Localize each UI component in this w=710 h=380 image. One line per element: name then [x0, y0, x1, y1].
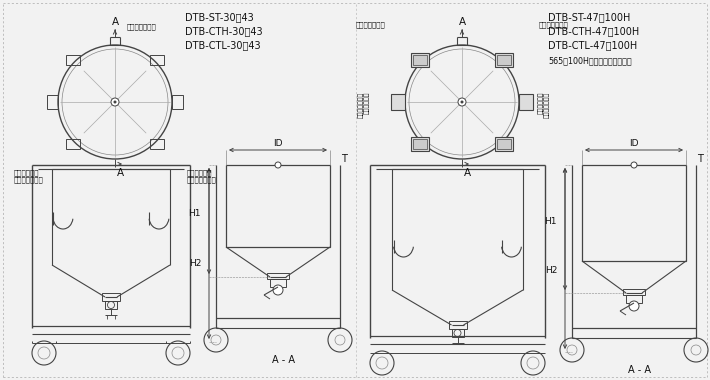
Bar: [496, 55, 510, 65]
Bar: [495, 53, 513, 67]
Bar: [495, 137, 513, 150]
Text: 自在キャスター: 自在キャスター: [359, 92, 364, 118]
Bar: [150, 139, 163, 149]
Text: DTB-CTL-47～100H: DTB-CTL-47～100H: [548, 40, 638, 50]
Text: H2: H2: [189, 259, 201, 268]
Text: ストッパー付
自在キャスター: ストッパー付 自在キャスター: [14, 169, 44, 183]
Bar: [582, 165, 686, 261]
Text: H2: H2: [545, 266, 557, 275]
Text: A: A: [116, 168, 124, 178]
Text: DTB-CTH-47～100H: DTB-CTH-47～100H: [548, 26, 639, 36]
Bar: [496, 139, 510, 149]
Bar: [626, 295, 642, 303]
Text: ID: ID: [629, 138, 639, 147]
Bar: [519, 94, 533, 110]
Bar: [413, 139, 427, 149]
Text: A - A: A - A: [628, 365, 650, 375]
Circle shape: [114, 100, 116, 103]
Bar: [172, 95, 183, 109]
Circle shape: [273, 285, 283, 295]
Bar: [67, 139, 80, 149]
Text: 自在キャスター: 自在キャスター: [544, 92, 550, 118]
Bar: [449, 321, 466, 329]
Text: A: A: [464, 168, 471, 178]
Text: H1: H1: [545, 217, 557, 225]
Text: 固定キャスター: 固定キャスター: [539, 22, 569, 28]
Bar: [623, 289, 645, 295]
Text: DTB-CTL-30～43: DTB-CTL-30～43: [185, 40, 261, 50]
Text: A: A: [459, 17, 466, 27]
Bar: [391, 94, 405, 110]
Bar: [67, 55, 80, 65]
Text: ストッパー付: ストッパー付: [538, 92, 544, 114]
Circle shape: [631, 162, 637, 168]
Text: ID: ID: [273, 138, 283, 147]
Bar: [47, 95, 58, 109]
Text: T: T: [697, 154, 703, 164]
Bar: [102, 293, 120, 301]
Circle shape: [461, 100, 464, 103]
Bar: [452, 329, 464, 337]
Text: ストッパー付: ストッパー付: [364, 92, 370, 114]
Text: ストッパー付
自在キャスター: ストッパー付 自在キャスター: [187, 169, 217, 183]
Text: H1: H1: [188, 209, 201, 217]
Circle shape: [275, 162, 281, 168]
Bar: [226, 165, 330, 247]
Text: A: A: [111, 17, 119, 27]
Text: DTB-ST-47～100H: DTB-ST-47～100H: [548, 12, 630, 22]
Text: 自在キャスター: 自在キャスター: [127, 24, 157, 30]
Text: A - A: A - A: [271, 355, 295, 365]
Bar: [105, 301, 117, 309]
Text: T: T: [341, 154, 347, 164]
Bar: [411, 137, 430, 150]
Bar: [413, 55, 427, 65]
Text: 565～100Hサイズは取っ手無し: 565～100Hサイズは取っ手無し: [548, 57, 632, 65]
Bar: [411, 53, 430, 67]
Text: 固定キャスター: 固定キャスター: [355, 22, 385, 28]
Text: DTB-CTH-30～43: DTB-CTH-30～43: [185, 26, 263, 36]
Bar: [267, 273, 289, 279]
Text: DTB-ST-30～43: DTB-ST-30～43: [185, 12, 253, 22]
Circle shape: [111, 98, 119, 106]
Circle shape: [458, 98, 466, 106]
Bar: [150, 55, 163, 65]
Bar: [270, 279, 286, 287]
Circle shape: [629, 301, 639, 311]
